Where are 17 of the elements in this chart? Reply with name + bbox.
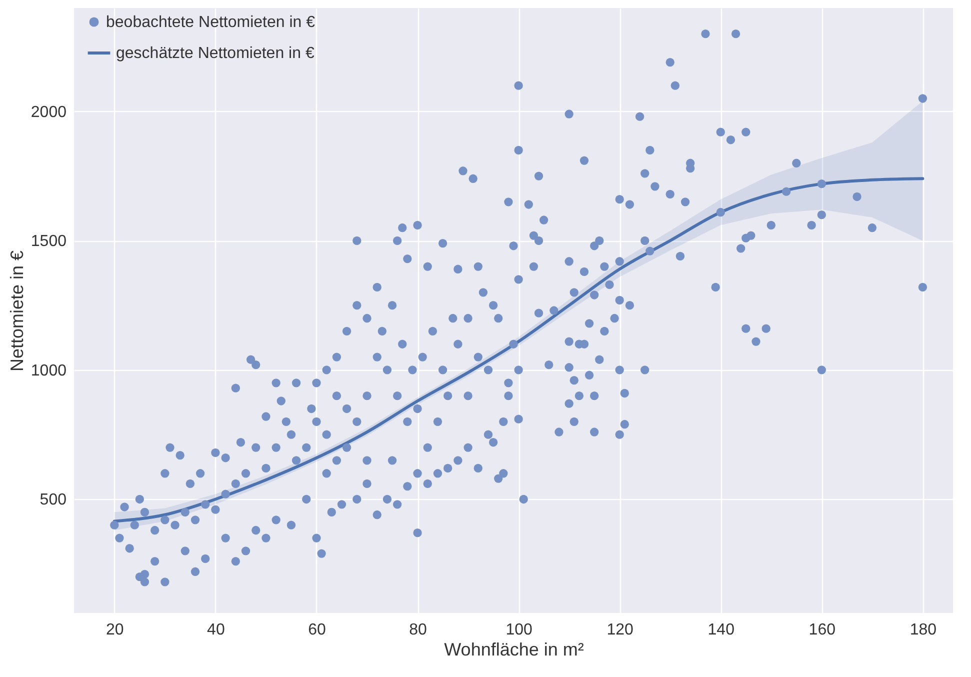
x-tick-label: 60	[308, 622, 326, 638]
x-tick-label: 80	[409, 622, 428, 638]
y-tick-label: 1500	[30, 233, 67, 250]
x-tick-label: 140	[708, 622, 735, 638]
x-tick-label: 20	[106, 622, 124, 638]
x-axis-title: Wohnfläche in m²	[444, 640, 584, 660]
x-tick-label: 40	[207, 622, 225, 638]
x-tick-label: 160	[808, 622, 836, 638]
x-tick-label: 120	[606, 622, 634, 638]
x-tick-label: 180	[910, 622, 937, 638]
y-tick-label: 2000	[30, 104, 67, 121]
x-tick-label: 100	[506, 622, 532, 638]
legend-label: geschätzte Nettomieten in €	[116, 45, 314, 62]
y-axis-title: Nettomiete in €	[6, 250, 27, 372]
y-tick-label: 1000	[30, 362, 67, 380]
legend-label: beobachtete Nettomieten in €	[106, 14, 316, 31]
y-tick-label: 500	[40, 492, 67, 509]
